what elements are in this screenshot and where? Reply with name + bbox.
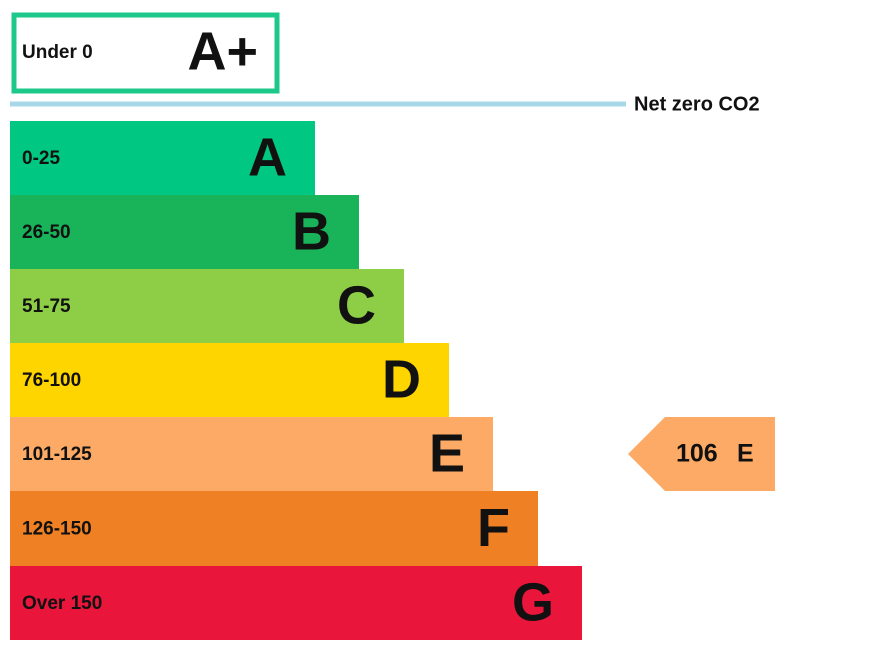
- current-rating-arrow: [628, 417, 775, 491]
- a-plus-box: [11, 12, 280, 94]
- band-range: 76-100: [22, 370, 81, 391]
- band-range: 0-25: [22, 148, 60, 169]
- band-letter: A: [248, 127, 287, 187]
- a-plus-letter: A+: [187, 21, 258, 81]
- band-bar: [10, 343, 449, 417]
- band-letter: D: [382, 349, 421, 409]
- band-letter: C: [337, 275, 376, 335]
- band-bar: [10, 195, 359, 269]
- band-range: 51-75: [22, 296, 71, 317]
- current-letter: E: [737, 440, 754, 468]
- band-bar: [10, 121, 315, 195]
- net-zero-label: Net zero CO2: [634, 93, 760, 115]
- a-plus-range: Under 0: [22, 42, 93, 63]
- band-bar: [10, 566, 582, 640]
- band-range: Over 150: [22, 593, 102, 614]
- band-range: 101-125: [22, 444, 92, 465]
- band-bar: [10, 269, 404, 343]
- band-bar: [10, 417, 493, 491]
- band-letter: E: [429, 423, 465, 483]
- band-letter: B: [292, 201, 331, 261]
- band-range: 26-50: [22, 222, 71, 243]
- band-letter: G: [512, 572, 554, 632]
- current-score: 106: [676, 440, 718, 468]
- band-range: 126-150: [22, 519, 92, 540]
- band-letter: F: [477, 498, 510, 558]
- band-bar: [10, 491, 538, 566]
